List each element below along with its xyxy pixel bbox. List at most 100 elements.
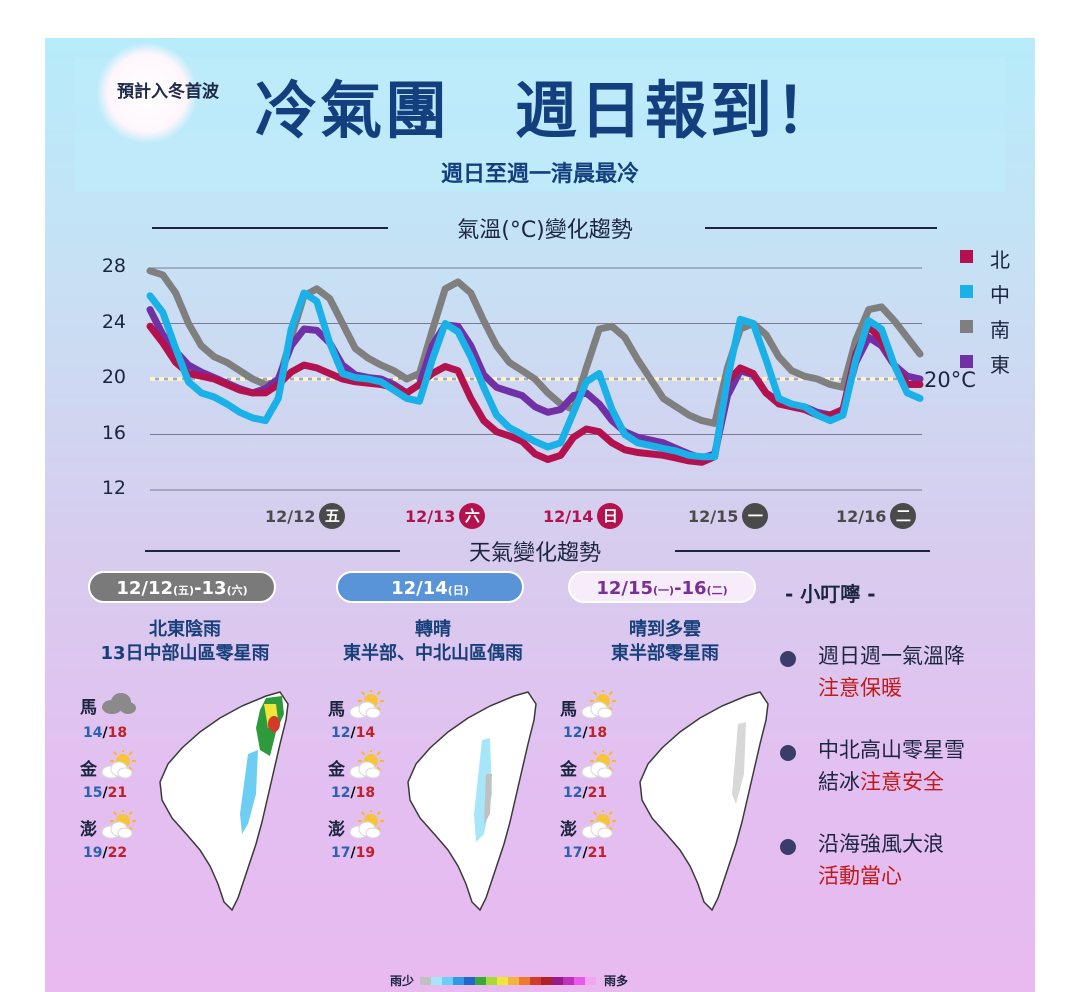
sun-glow: [97, 43, 197, 143]
period-description: 北東陰雨 13日中部山區零星雨: [70, 618, 300, 666]
series-line-3: [146, 289, 924, 461]
date-text: 12/12: [265, 506, 316, 526]
main-title: 冷氣團 週日報到！: [255, 74, 841, 147]
tip-item: 沿海強風大浪 活動當心: [818, 828, 944, 892]
tip-line1: 沿海強風大浪: [818, 828, 944, 860]
legend-label: 北: [990, 248, 1010, 272]
rain-scale-swatch: [508, 976, 520, 985]
header-box: [75, 58, 1005, 192]
rain-scale-low-label: 雨少: [390, 974, 415, 988]
rain-scale-swatch: [464, 976, 476, 985]
island-name: 馬: [328, 700, 345, 720]
rain-scale-swatch: [585, 976, 597, 985]
y-tick-label: 12: [101, 477, 126, 499]
island-weather-row: 金: [80, 748, 139, 785]
tip-line1: 週日週一氣溫降: [818, 640, 965, 672]
island-name: 澎: [560, 820, 577, 840]
legend-label: 南: [990, 318, 1010, 342]
tip-text: 週日週一氣溫降: [818, 644, 965, 668]
temp-high: 19: [355, 845, 376, 861]
temp-separator: /: [102, 845, 108, 861]
period-date-weekday2: (二): [706, 584, 728, 597]
rain-scale: 雨少 雨多: [390, 972, 628, 989]
period-date-weekday1: (一): [653, 584, 675, 597]
temp-high: 21: [107, 785, 128, 801]
temp-separator: /: [582, 725, 588, 741]
tip-line2: 活動當心: [818, 860, 944, 892]
temp-high: 18: [107, 725, 128, 741]
period-date-pill: 12/14(日): [336, 571, 524, 603]
island-name: 澎: [80, 820, 97, 840]
rain-scale-swatch: [552, 976, 564, 985]
rain-scale-high-label: 雨多: [604, 974, 629, 988]
period-description-line1: 晴到多雲: [629, 619, 701, 640]
temp-high: 18: [587, 725, 608, 741]
period-description-line1: 轉晴: [415, 619, 451, 640]
island-temp-range: 19/22: [83, 845, 127, 861]
partly-sunny-icon: [99, 808, 139, 845]
tip-item: 週日週一氣溫降注意保暖: [818, 640, 965, 704]
temp-high: 18: [355, 785, 376, 801]
rain-scale-colors: [420, 976, 597, 985]
period-date-main: 12/14: [391, 578, 448, 599]
temp-separator: /: [102, 725, 108, 741]
temp-low: 15: [83, 785, 103, 801]
period-date-mid: -13: [194, 578, 227, 599]
island-weather-row: 馬: [560, 688, 619, 725]
temp-high: 22: [107, 845, 128, 861]
tip-bullet: [780, 839, 796, 855]
temp-high: 14: [355, 725, 376, 741]
tips-title: - 小叮嚀 -: [785, 582, 876, 606]
period-date-weekday1: (五): [173, 584, 195, 597]
period-description-line2: 13日中部山區零星雨: [100, 643, 270, 664]
weekday-badge: 六: [459, 503, 486, 529]
tip-warning: 注意安全: [860, 770, 944, 794]
tip-warning: 活動當心: [818, 864, 902, 888]
cloud-icon: [99, 690, 137, 721]
temp-low: 14: [83, 725, 103, 741]
period-description: 轉晴 東半部、中北山區偶雨: [318, 618, 548, 666]
legend-swatch: [960, 320, 973, 333]
y-tick-label: 28: [101, 255, 126, 277]
tip-text: 沿海強風大浪: [818, 832, 944, 856]
legend-label: 中: [990, 283, 1010, 307]
tip-line2: 注意保暖: [818, 672, 965, 704]
island-temp-range: 12/18: [563, 725, 607, 741]
weekday-badge: 五: [319, 503, 346, 529]
temp-separator: /: [350, 845, 356, 861]
tip-bullet: [780, 651, 796, 667]
island-name: 澎: [328, 820, 345, 840]
date-text: 12/13: [405, 506, 456, 526]
legend-label: 東: [990, 353, 1010, 377]
period-date-pill: 12/12(五)-13(六): [88, 571, 276, 603]
island-weather-row: 澎: [80, 808, 139, 845]
weather-section-title: 天氣變化趨勢: [468, 541, 601, 566]
weekday-badge: 二: [890, 503, 917, 529]
legend-swatch: [960, 285, 973, 298]
period-date-main: 12/12: [116, 578, 173, 599]
island-name: 馬: [80, 698, 97, 718]
partly-sunny-icon: [347, 748, 387, 785]
temp-separator: /: [582, 785, 588, 801]
temp-title-rule-right: [705, 227, 937, 229]
tip-item: 中北高山零星雪 結冰注意安全: [818, 734, 965, 798]
temp-separator: /: [582, 845, 588, 861]
legend-swatch: [960, 250, 973, 263]
date-label: 12/16 二: [836, 503, 917, 529]
island-temp-range: 12/14: [331, 725, 375, 741]
temp-separator: /: [350, 725, 356, 741]
date-label: 12/14 日: [543, 503, 624, 529]
temp-high: 21: [587, 785, 608, 801]
tip-text: 結冰: [818, 770, 860, 794]
date-text: 12/16: [836, 506, 887, 526]
pre-title: 預計入冬首波: [117, 82, 219, 102]
island-weather-row: 金: [328, 748, 387, 785]
rain-scale-swatch: [563, 976, 575, 985]
rain-scale-swatch: [519, 976, 531, 985]
island-name: 金: [80, 760, 97, 780]
temp-low: 19: [83, 845, 103, 861]
temp-title-rule-left: [152, 227, 388, 229]
temp-separator: /: [350, 785, 356, 801]
island-name: 馬: [560, 700, 577, 720]
